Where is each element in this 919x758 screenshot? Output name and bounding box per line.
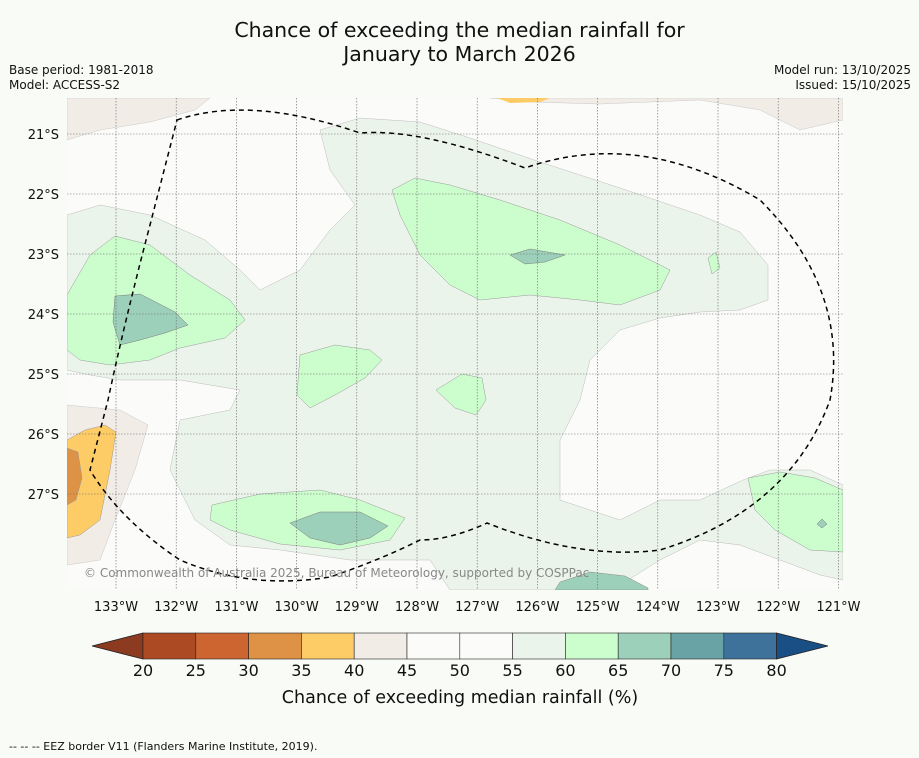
latitude-labels: 21°S 22°S 23°S 24°S 25°S 26°S 27°S [28, 128, 59, 503]
meta-left: Base period: 1981-2018 Model: ACCESS-S2 [9, 63, 154, 93]
contour-60-65-north [391, 177, 671, 306]
colorbar-tick-label: 80 [766, 661, 786, 680]
latitude-label: 24°S [28, 308, 59, 323]
colorbar-segment [195, 632, 249, 660]
longitude-label: 128°W [395, 600, 439, 615]
map-area: © Commonwealth of Australia 2025, Bureau… [67, 98, 843, 590]
meta-right: Model run: 13/10/2025 Issued: 15/10/2025 [774, 63, 911, 93]
colorbar-tick-label: 75 [714, 661, 734, 680]
colorbar-segment [670, 632, 725, 660]
colorbar-tick-label: 50 [450, 661, 470, 680]
contour-60-65-small [435, 373, 487, 416]
colorbar-segment [406, 632, 461, 660]
colorbar-tick-label: 60 [555, 661, 575, 680]
longitude-label: 122°W [756, 600, 800, 615]
model-run: Model run: 13/10/2025 [773, 63, 911, 77]
colorbar-segment [248, 632, 302, 660]
colorbar-segment [512, 632, 566, 660]
colorbar-tick-label: 40 [344, 661, 364, 680]
colorbar-tick-label: 70 [661, 661, 681, 680]
contour-65-70-west [112, 293, 189, 346]
contour-65-70-south [289, 511, 389, 546]
colorbar-low-extension [91, 632, 144, 660]
model-name: Model: ACCESS-S2 [9, 78, 121, 92]
latitude-label: 21°S [28, 128, 59, 143]
longitude-label: 123°W [696, 600, 740, 615]
longitude-label: 129°W [335, 600, 379, 615]
colorbar-high-extension [776, 632, 829, 660]
colorbar: 20 25 30 35 40 45 50 55 60 65 70 75 80 [91, 632, 829, 680]
colorbar-segment [565, 632, 619, 660]
graticule [67, 98, 843, 590]
colorbar-tick-label: 65 [608, 661, 628, 680]
colorbar-segment [459, 632, 513, 660]
latitude-label: 22°S [28, 188, 59, 203]
longitude-label: 126°W [515, 600, 559, 615]
colorbar-segment [353, 632, 408, 660]
colorbar-segment [723, 632, 777, 660]
title-line-2: January to March 2026 [343, 42, 576, 66]
colorbar-tick-label: 30 [238, 661, 258, 680]
base-period: Base period: 1981-2018 [9, 63, 154, 77]
longitude-labels: 133°W 132°W 131°W 130°W 129°W 128°W 127°W 126°W… [94, 600, 861, 615]
contour-60-65-central [296, 344, 383, 409]
contour-40-45-ne [489, 98, 843, 131]
latitude-label: 23°S [28, 248, 59, 263]
chart-title: Chance of exceeding the median rainfall … [0, 18, 919, 66]
colorbar-segment [617, 632, 672, 660]
longitude-label: 131°W [214, 600, 258, 615]
copyright-text: © Commonwealth of Australia 2025, Bureau… [84, 566, 589, 580]
contour-60-65-west [67, 235, 246, 366]
contour-65-70-tiny [816, 518, 828, 529]
colorbar-tick-label: 45 [397, 661, 417, 680]
colorbar-label: Chance of exceeding median rainfall (%) [282, 688, 638, 708]
contour-60-65-se [747, 471, 843, 553]
longitude-label: 132°W [154, 600, 198, 615]
longitude-label: 121°W [816, 600, 860, 615]
longitude-label: 125°W [576, 600, 620, 615]
contour-40-45-nw [67, 98, 211, 141]
longitude-label: 133°W [94, 600, 138, 615]
latitude-label: 27°S [28, 488, 59, 503]
colorbar-tick-label: 35 [291, 661, 311, 680]
colorbar-segment [142, 632, 197, 660]
colorbar-tick-label: 55 [502, 661, 522, 680]
contour-65-70-north [509, 248, 566, 265]
longitude-label: 127°W [455, 600, 499, 615]
title-line-1: Chance of exceeding the median rainfall … [234, 18, 685, 42]
contour-30-35-sw [67, 447, 83, 506]
colorbar-tick-label: 25 [186, 661, 206, 680]
contour-55-60 [67, 117, 843, 590]
latitude-label: 25°S [28, 368, 59, 383]
latitude-label: 26°S [28, 428, 59, 443]
contour-35-40-top [497, 98, 550, 103]
footer-note: -- -- -- EEZ border V11 (Flanders Marine… [9, 740, 318, 753]
longitude-label: 124°W [636, 600, 680, 615]
contour-65-70-bottom [554, 571, 649, 590]
contour-35-40-sw [67, 424, 117, 539]
issued-date: Issued: 15/10/2025 [795, 78, 911, 92]
colorbar-segment [301, 632, 355, 660]
longitude-label: 130°W [275, 600, 319, 615]
colorbar-tick-label: 20 [133, 661, 153, 680]
